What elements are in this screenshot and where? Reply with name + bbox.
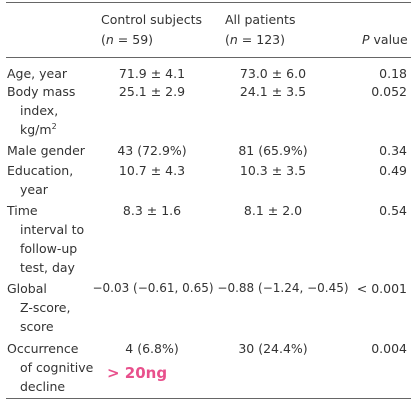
row-label-education: Education, year (7, 163, 74, 197)
row-label-time-interval: Time interval to follow-up test, day (7, 203, 85, 275)
header-control-n: (n = 59) (101, 32, 154, 47)
cell-age-all: 73.0 ± 6.0 (239, 66, 307, 81)
cell-zscore-p: < 0.001 (356, 281, 407, 296)
cell-male-p: 0.34 (379, 143, 407, 158)
cell-education-control: 10.7 ± 4.3 (118, 163, 186, 178)
cell-time-control: 8.3 ± 1.6 (122, 203, 182, 218)
header-all-n: (n = 123) (225, 32, 285, 47)
cell-bmi-control: 25.1 ± 2.9 (118, 84, 186, 99)
cell-zscore-all: −0.88 (−1.24, −0.45) (217, 281, 349, 295)
header-p-value: P value (362, 32, 408, 47)
table-top-rule (6, 2, 411, 3)
cell-zscore-control: −0.03 (−0.61, 0.65) (92, 281, 214, 295)
cell-age-control: 71.9 ± 4.1 (118, 66, 186, 81)
cell-education-all: 10.3 ± 3.5 (239, 163, 307, 178)
cell-decline-p: 0.004 (371, 341, 407, 356)
cell-bmi-all: 24.1 ± 3.5 (239, 84, 307, 99)
cell-decline-all: 30 (24.4%) (238, 341, 308, 356)
cell-bmi-p: 0.052 (371, 84, 407, 99)
row-label-bmi: Body mass index, kg/m2 (7, 84, 76, 137)
cell-time-p: 0.54 (379, 203, 407, 218)
cell-male-all: 81 (65.9%) (238, 143, 308, 158)
row-label-cognitive-decline: Occurrence of cognitive decline (7, 341, 94, 394)
row-label-male-gender: Male gender (7, 143, 85, 158)
annotation-label: > 20ng (107, 364, 168, 382)
row-label-age: Age, year (7, 66, 68, 81)
cell-age-p: 0.18 (379, 66, 407, 81)
header-all-title: All patients (225, 12, 296, 27)
row-label-global-zscore: Global Z-score, score (7, 281, 71, 334)
cell-time-all: 8.1 ± 2.0 (243, 203, 303, 218)
cell-education-p: 0.49 (379, 163, 407, 178)
table-bottom-rule (6, 398, 411, 399)
table-header-rule (6, 57, 411, 58)
header-control-title: Control subjects (101, 12, 202, 27)
cell-decline-control: 4 (6.8%) (125, 341, 179, 356)
cell-male-control: 43 (72.9%) (117, 143, 187, 158)
